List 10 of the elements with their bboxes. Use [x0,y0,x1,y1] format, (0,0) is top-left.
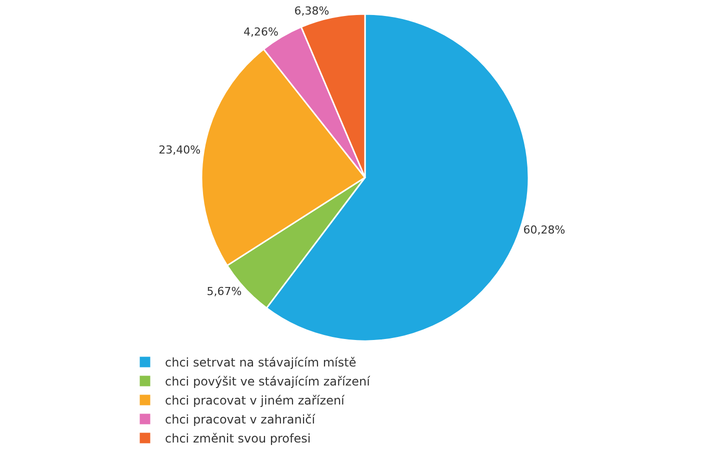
data-label: 4,26% [243,26,278,39]
legend-label: chci změnit svou profesi [165,432,311,446]
legend-label: chci pracovat v zahraničí [165,412,316,427]
data-label: 60,28% [523,224,566,237]
legend-label: chci povýšit ve stávajícím zařízení [165,374,371,389]
data-label: 6,38% [294,4,330,18]
data-label: 5,67% [206,285,242,298]
data-label: 23,40% [158,144,201,157]
legend-label: chci pracovat v jiném zařízení [165,394,346,408]
legend-label: chci setrvat na stávajícím místě [165,356,356,370]
